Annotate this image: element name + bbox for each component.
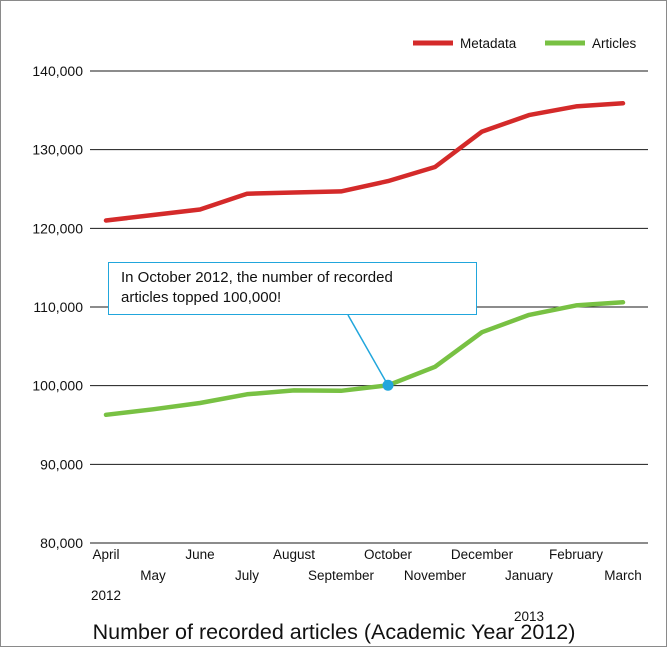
y-tick-label: 80,000 — [40, 535, 83, 551]
y-tick-label: 130,000 — [32, 142, 83, 158]
annotation-callout: In October 2012, the number of recorded … — [108, 262, 477, 315]
y-tick-label: 90,000 — [40, 456, 83, 472]
legend: Metadata Articles — [413, 36, 637, 51]
x-tick-label: June — [185, 547, 214, 562]
annotation-line-2: articles topped 100,000! — [121, 289, 282, 306]
chart-title: Number of recorded articles (Academic Ye… — [93, 620, 576, 644]
y-tick-label: 100,000 — [32, 378, 83, 394]
x-year-label: 2012 — [91, 588, 121, 603]
x-tick-label: March — [604, 568, 642, 583]
x-tick-label: January — [505, 568, 553, 583]
x-tick-label: August — [273, 547, 315, 562]
x-tick-label: December — [451, 547, 514, 562]
annotation-line-1: In October 2012, the number of recorded — [121, 269, 393, 286]
legend-label-articles: Articles — [592, 36, 637, 51]
x-tick-label: September — [308, 568, 375, 583]
annotation-marker — [382, 379, 394, 391]
x-tick-label: October — [364, 547, 413, 562]
x-tick-label: February — [549, 547, 603, 562]
x-tick-label: July — [235, 568, 259, 583]
legend-label-metadata: Metadata — [460, 36, 517, 51]
callout-connector — [347, 314, 394, 391]
gridlines — [90, 70, 648, 544]
x-tick-label: April — [92, 547, 119, 562]
y-axis-ticks: 80,000 90,000 100,000 110,000 120,000 130,000… — [32, 63, 83, 551]
x-axis-ticks: April 2012 May June July August September Octob… — [91, 547, 642, 624]
series-line-metadata — [103, 101, 626, 223]
x-tick-label: May — [140, 568, 166, 583]
callout-pointer — [347, 314, 389, 386]
y-tick-label: 110,000 — [33, 299, 83, 315]
x-tick-label: November — [404, 568, 467, 583]
series-group — [103, 101, 626, 418]
series-line-articles — [103, 300, 626, 418]
y-tick-label: 120,000 — [32, 220, 83, 236]
y-tick-label: 140,000 — [32, 63, 83, 79]
x-year-label: 2013 — [514, 609, 544, 624]
